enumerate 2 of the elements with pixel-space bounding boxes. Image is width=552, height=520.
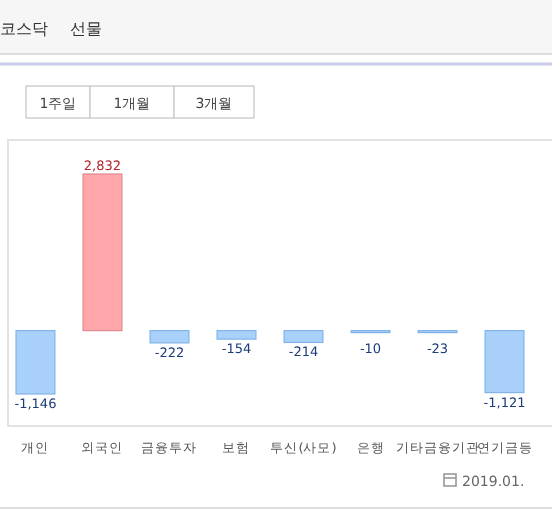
text: 코스닥 <box>0 20 48 38</box>
text: 선물 <box>70 20 102 38</box>
